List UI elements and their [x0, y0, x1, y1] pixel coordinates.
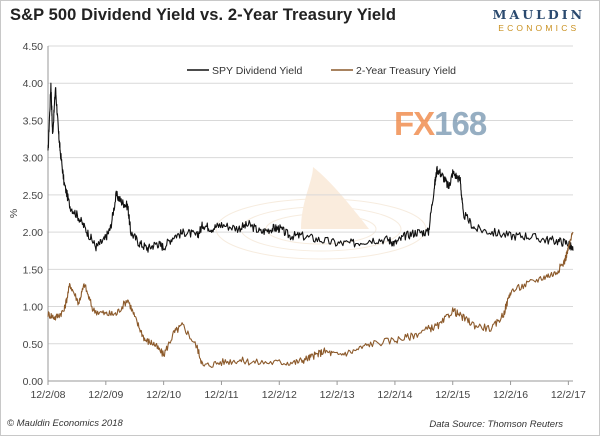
data-source-note: Data Source: Thomson Reuters	[429, 419, 563, 430]
axes: 0.00 0.50 1.00 1.50 2.00 2.50 3.00 3.50 4.00 4.50…	[8, 41, 586, 401]
y-tick-label: 0.00	[23, 376, 44, 388]
x-tick-label: 12/2/13	[320, 389, 355, 401]
x-tick-label: 12/2/11	[204, 389, 238, 401]
y-tick-label: 3.00	[23, 153, 44, 165]
y-tick-label: 4.50	[23, 41, 44, 53]
x-tick-label: 12/2/14	[377, 389, 412, 401]
x-tick-label: 12/2/16	[493, 389, 528, 401]
y-tick-label: 1.00	[23, 302, 44, 314]
watermark-number: 168	[434, 105, 487, 142]
brand-name: MAULDIN	[492, 7, 585, 22]
x-tick-label: 12/2/08	[30, 389, 65, 401]
y-axis-label: %	[8, 209, 20, 218]
spy-dividend-yield-line	[47, 82, 574, 253]
chart-title: S&P 500 Dividend Yield vs. 2-Year Treasu…	[10, 6, 397, 24]
y-tick-label: 3.50	[23, 115, 44, 127]
grid-lines	[48, 45, 573, 382]
series-group	[47, 82, 574, 368]
copyright-note: © Mauldin Economics 2018	[7, 418, 123, 429]
x-tick-label: 12/2/17	[551, 389, 586, 401]
legend-label: 2-Year Treasury Yield	[356, 65, 456, 77]
x-tick-label: 12/2/12	[262, 389, 297, 401]
legend-label: SPY Dividend Yield	[212, 65, 302, 77]
x-tick-label: 12/2/10	[146, 389, 181, 401]
watermark-fx: FX	[394, 105, 435, 142]
treasury-yield-line	[47, 231, 574, 368]
brand-logo: MAULDIN ECONOMICS	[493, 7, 585, 33]
y-tick-label: 4.00	[23, 78, 44, 90]
legend: SPY Dividend Yield 2-Year Treasury Yield	[187, 65, 456, 77]
fx168-watermark: FX168	[394, 105, 487, 143]
brand-subname: ECONOMICS	[498, 23, 580, 33]
y-tick-label: 2.50	[23, 190, 44, 202]
y-tick-label: 1.50	[23, 264, 44, 276]
y-tick-label: 2.00	[23, 227, 44, 239]
y-tick-label: 0.50	[23, 339, 44, 351]
x-tick-label: 12/2/15	[435, 389, 470, 401]
x-tick-label: 12/2/09	[88, 389, 123, 401]
